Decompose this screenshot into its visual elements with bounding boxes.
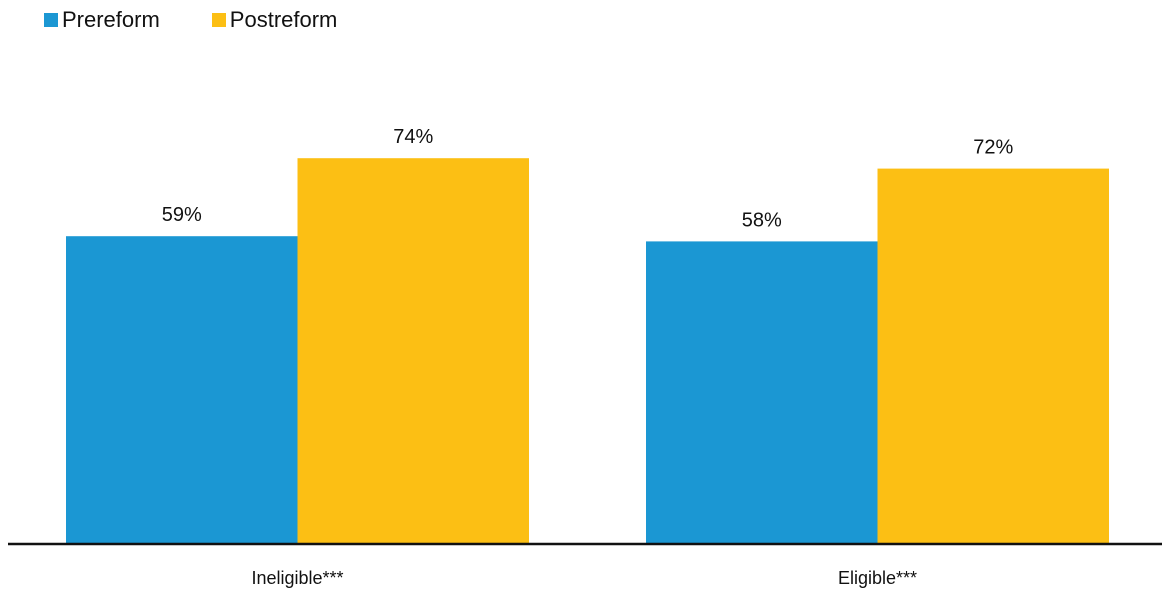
category-label-2: Eligible*** <box>838 568 917 588</box>
bar-prereform-1 <box>66 236 298 543</box>
legend-label-prereform: Prereform <box>62 7 160 32</box>
category-label-1: Ineligible*** <box>251 568 343 588</box>
legend-item-postreform: Postreform <box>211 6 338 34</box>
bar-postreform-1 <box>297 158 529 543</box>
legend-swatch-postreform <box>211 13 226 27</box>
legend-label-postreform: Postreform <box>229 7 338 32</box>
legend: Prereform Postreform <box>44 6 389 34</box>
bar-prereform-2 <box>646 241 878 543</box>
data-label-postreform-1: 74% <box>393 126 433 148</box>
data-label-prereform-2: 58% <box>742 209 782 231</box>
legend-swatch-prereform <box>44 13 58 27</box>
bar-postreform-2 <box>877 168 1109 543</box>
data-label-prereform-1: 59% <box>162 204 202 226</box>
data-label-postreform-2: 72% <box>973 137 1013 159</box>
legend-item-prereform: Prereform <box>44 6 160 34</box>
